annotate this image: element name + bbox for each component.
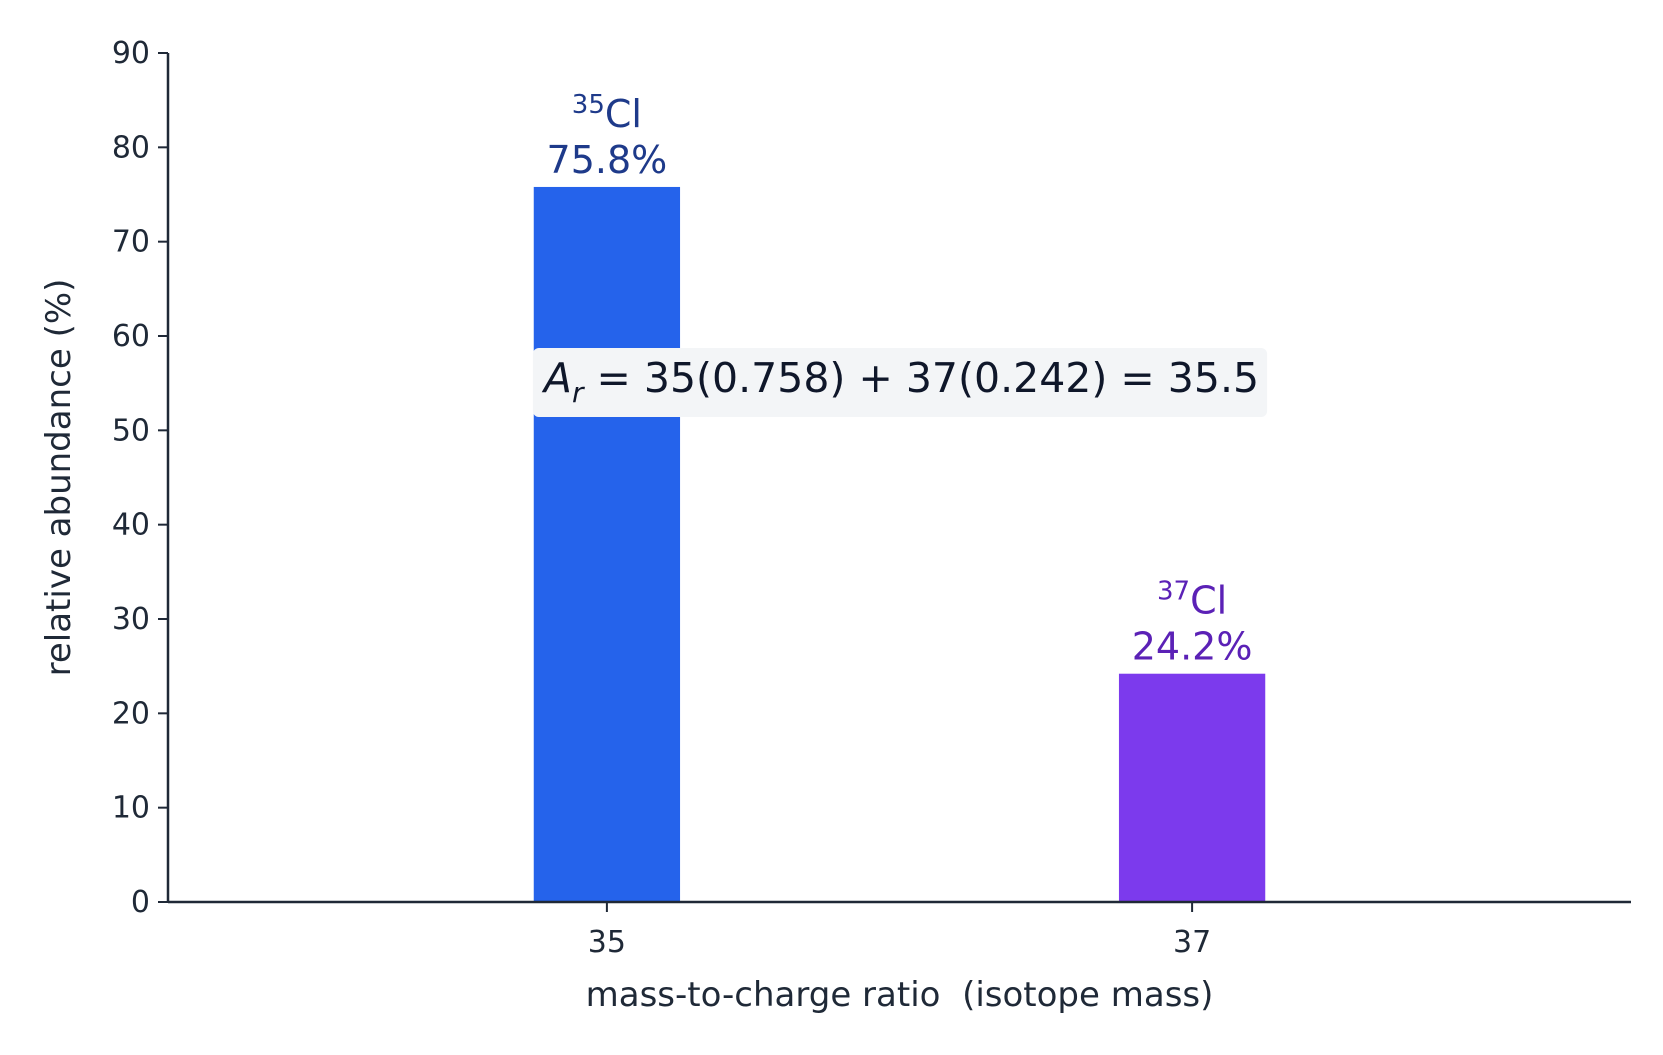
bar-label: 35Cl <box>572 90 642 136</box>
y-axis-label: relative abundance (%) <box>39 279 79 677</box>
y-tick-label: 50 <box>112 413 150 448</box>
value-label: 24.2% <box>1132 625 1253 669</box>
bar-label-text: Cl <box>605 92 642 136</box>
bar-label-text: Cl <box>1190 579 1227 623</box>
y-tick-label: 90 <box>112 36 150 71</box>
bar-label-superscript: 37 <box>1157 577 1190 607</box>
y-tick-label: 10 <box>112 791 150 826</box>
y-tick-label: 40 <box>112 508 150 543</box>
y-tick-label: 30 <box>112 602 150 637</box>
bar <box>1118 673 1266 902</box>
annotation: Ar = 35(0.758) + 37(0.242) = 35.5 <box>532 348 1268 417</box>
x-axis-label: mass-to-charge ratio (isotope mass) <box>586 975 1214 1015</box>
bar-label: 37Cl <box>1157 577 1227 623</box>
value-label: 75.8% <box>547 138 668 182</box>
bar <box>533 186 681 902</box>
annotation-text: Ar = 35(0.758) + 37(0.242) = 35.5 <box>541 354 1259 409</box>
y-tick-label: 0 <box>131 885 150 920</box>
y-tick-label: 20 <box>112 696 150 731</box>
y-tick-label: 60 <box>112 319 150 354</box>
annotation-subscript: r <box>572 376 585 409</box>
y-tick-label: 70 <box>112 225 150 260</box>
y-tick-label: 80 <box>112 130 150 165</box>
annotation-box <box>532 348 1268 417</box>
annotation-symbol: A <box>541 354 572 402</box>
bar-label-superscript: 35 <box>572 90 605 120</box>
x-tick-label: 35 <box>588 925 626 960</box>
x-tick-label: 37 <box>1173 925 1211 960</box>
annotation-rest: = 35(0.758) + 37(0.242) = 35.5 <box>583 354 1259 402</box>
